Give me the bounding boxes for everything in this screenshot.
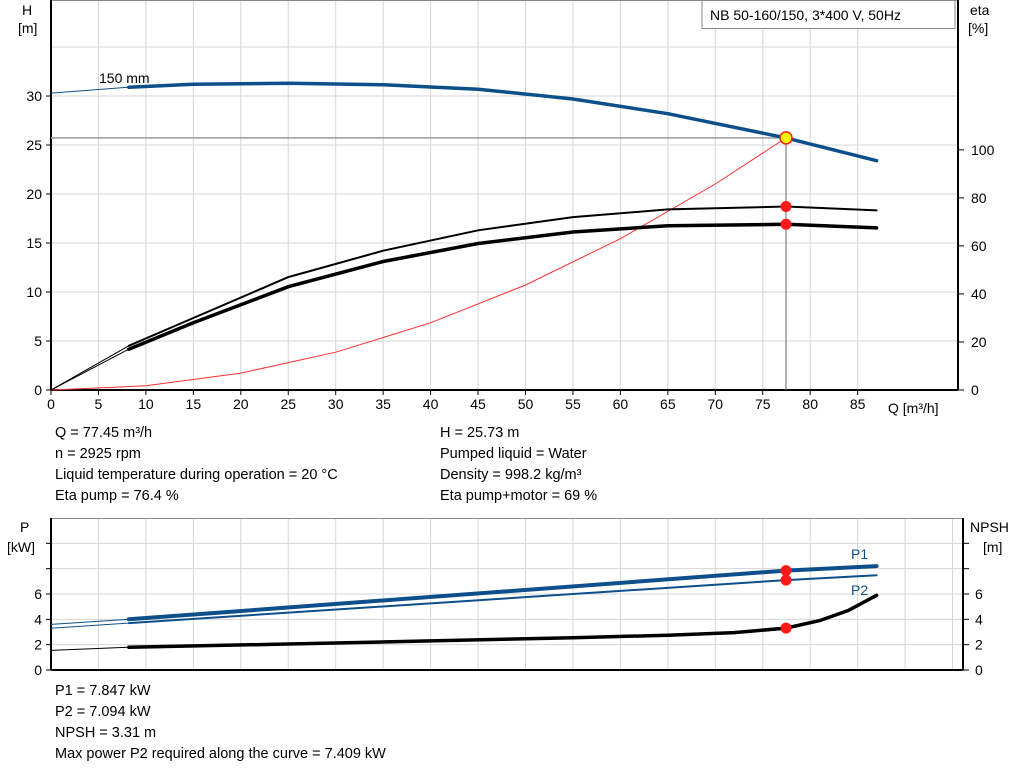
eta-pump-curve-extension bbox=[50, 345, 130, 391]
y-right-tick-label: 100 bbox=[971, 142, 995, 158]
npsh-curve-extension bbox=[50, 646, 129, 651]
info-max-p2: Max power P2 required along the curve = … bbox=[55, 746, 386, 762]
eta-pump-motor-curve-extension bbox=[50, 348, 130, 391]
x-tick-label: 60 bbox=[613, 396, 629, 412]
p1-curve-extension bbox=[50, 618, 129, 625]
y-right-tick-label: 4 bbox=[975, 611, 983, 627]
info-n: n = 2925 rpm bbox=[55, 446, 141, 462]
bottom-grid: 0 0 2 2 4 4 6 6 bbox=[34, 518, 983, 678]
title-box: NB 50-160/150, 3*400 V, 50Hz bbox=[701, 0, 956, 29]
x-tick-label: 75 bbox=[755, 396, 771, 412]
x-tick-label: 0 bbox=[47, 396, 55, 412]
y-left-label-top: H bbox=[22, 2, 32, 18]
eta-pump-curve bbox=[127, 205, 878, 347]
bottom-curves bbox=[50, 564, 879, 651]
top-curves bbox=[50, 81, 879, 391]
y-right-tick-label: 80 bbox=[971, 190, 987, 206]
x-tick-label: 15 bbox=[186, 396, 202, 412]
labels: H [m] eta [%] Q [m³/h] 150 mm P [kW] NPS… bbox=[7, 2, 1009, 598]
y-right-label-top: eta bbox=[970, 2, 990, 18]
y-right-tick-label: 2 bbox=[975, 637, 983, 653]
p2-label: P2 bbox=[851, 582, 868, 598]
npsh-curve bbox=[127, 593, 879, 649]
y-left-tick-label: 15 bbox=[26, 235, 42, 251]
y-right-label-bottom: NPSH bbox=[970, 519, 1009, 535]
x-tick-label: 80 bbox=[802, 396, 818, 412]
x-tick-label: 85 bbox=[850, 396, 866, 412]
eta-pump-motor-curve bbox=[127, 222, 879, 351]
info-p1: P1 = 7.847 kW bbox=[55, 683, 151, 699]
y-left-tick-label: 0 bbox=[34, 662, 42, 678]
y-right-tick-label: 20 bbox=[971, 334, 987, 350]
info-bottom: P1 = 7.847 kW P2 = 7.094 kW NPSH = 3.31 … bbox=[55, 681, 386, 765]
y-left-unit-top: [m] bbox=[18, 20, 37, 36]
x-tick-label: 35 bbox=[375, 396, 391, 412]
info-density: Density = 998.2 kg/m³ bbox=[440, 467, 582, 483]
npsh-point bbox=[780, 622, 792, 634]
duty-point bbox=[779, 131, 793, 145]
x-tick-label: 30 bbox=[328, 396, 344, 412]
head-curve bbox=[127, 81, 879, 163]
info-eta-pump: Eta pump = 76.4 % bbox=[55, 488, 179, 504]
info-npsh: NPSH = 3.31 m bbox=[55, 725, 157, 741]
eta-pump-point bbox=[780, 201, 792, 213]
info-top-left: Q = 77.45 m³/h n = 2925 rpm Liquid tempe… bbox=[55, 423, 338, 507]
info-q: Q = 77.45 m³/h bbox=[55, 425, 153, 441]
x-tick-label: 20 bbox=[233, 396, 249, 412]
y-right-tick-label: 60 bbox=[971, 238, 987, 254]
y-right-unit-bottom: [m] bbox=[983, 539, 1002, 555]
y-left-tick-label: 30 bbox=[26, 88, 42, 104]
y-right-unit-top: [%] bbox=[968, 20, 988, 36]
y-right-tick-label: 0 bbox=[971, 382, 979, 398]
x-tick-label: 5 bbox=[95, 396, 103, 412]
info-temp: Liquid temperature during operation = 20… bbox=[55, 467, 338, 483]
y-left-tick-label: 20 bbox=[26, 186, 42, 202]
x-tick-label: 10 bbox=[138, 396, 154, 412]
p2-curve-extension bbox=[50, 622, 129, 629]
y-right-tick-label: 0 bbox=[975, 662, 983, 678]
y-left-tick-label: 25 bbox=[26, 137, 42, 153]
x-tick-label: 45 bbox=[470, 396, 486, 412]
x-tick-label: 70 bbox=[708, 396, 724, 412]
info-top-right: H = 25.73 m Pumped liquid = Water Densit… bbox=[440, 423, 597, 507]
p1-point bbox=[780, 565, 792, 577]
top-grid: 0 5 10 15 20 25 30 35 40 45 50 55 60 65 70 75 80 85 0 5 10 15… bbox=[26, 0, 995, 412]
eta-pump-motor-point bbox=[780, 218, 792, 230]
y-right-tick-label: 6 bbox=[975, 586, 983, 602]
p2-point bbox=[780, 574, 792, 586]
system-curve bbox=[50, 137, 787, 391]
x-tick-label: 40 bbox=[423, 396, 439, 412]
x-tick-label: 50 bbox=[518, 396, 534, 412]
info-h: H = 25.73 m bbox=[440, 425, 520, 441]
head-curve-extension bbox=[50, 86, 129, 94]
p1-label: P1 bbox=[851, 546, 868, 562]
y-left-tick-label: 6 bbox=[34, 586, 42, 602]
info-eta-pump-motor: Eta pump+motor = 69 % bbox=[440, 488, 598, 504]
title: NB 50-160/150, 3*400 V, 50Hz bbox=[710, 7, 901, 23]
x-tick-label: 25 bbox=[280, 396, 296, 412]
x-tick-label: 65 bbox=[660, 396, 676, 412]
x-tick-label: 55 bbox=[565, 396, 581, 412]
y-left-tick-label: 4 bbox=[34, 611, 42, 627]
y-right-tick-label: 40 bbox=[971, 286, 987, 302]
y-left-tick-label: 10 bbox=[26, 284, 42, 300]
y-left-tick-label: 2 bbox=[34, 637, 42, 653]
info-liquid: Pumped liquid = Water bbox=[440, 446, 587, 462]
info-p2: P2 = 7.094 kW bbox=[55, 704, 151, 720]
y-left-unit-bottom: [kW] bbox=[7, 539, 35, 555]
x-axis-label: Q [m³/h] bbox=[888, 400, 939, 416]
y-left-tick-label: 0 bbox=[34, 382, 42, 398]
y-left-tick-label: 5 bbox=[34, 333, 42, 349]
curve-label-150mm: 150 mm bbox=[99, 70, 150, 86]
y-left-label-bottom: P bbox=[20, 519, 29, 535]
